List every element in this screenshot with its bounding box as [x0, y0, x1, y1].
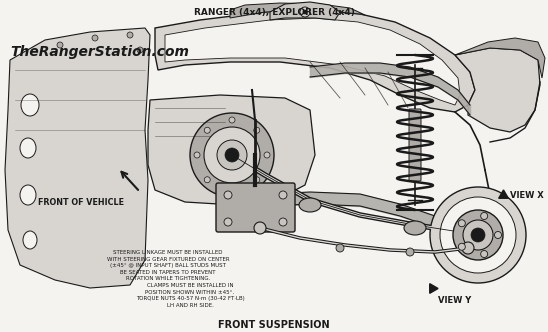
Circle shape — [254, 222, 266, 234]
Ellipse shape — [20, 185, 36, 205]
Text: STEERING LINKAGE MUST BE INSTALLED
WITH STEERING GEAR FIXTURED ON CENTER
(±45° @: STEERING LINKAGE MUST BE INSTALLED WITH … — [107, 250, 229, 282]
Circle shape — [453, 210, 503, 260]
Polygon shape — [455, 48, 540, 132]
Circle shape — [303, 10, 307, 14]
Polygon shape — [165, 18, 460, 105]
Text: TheRangerStation.com: TheRangerStation.com — [10, 45, 189, 59]
Circle shape — [217, 140, 247, 170]
Circle shape — [204, 127, 260, 183]
Polygon shape — [5, 28, 150, 288]
Circle shape — [458, 243, 465, 250]
Text: VIEW Y: VIEW Y — [438, 296, 471, 305]
Circle shape — [137, 47, 143, 53]
Text: FRONT OF VEHICLE: FRONT OF VEHICLE — [38, 198, 124, 207]
Circle shape — [224, 218, 232, 226]
Circle shape — [204, 127, 210, 133]
Circle shape — [279, 191, 287, 199]
Circle shape — [494, 231, 501, 238]
Ellipse shape — [20, 138, 36, 158]
Circle shape — [463, 220, 493, 250]
Circle shape — [229, 187, 235, 193]
Circle shape — [440, 197, 516, 273]
Text: RANGER (4x4), EXPLORER (4x4): RANGER (4x4), EXPLORER (4x4) — [193, 8, 355, 17]
FancyBboxPatch shape — [216, 183, 295, 232]
Polygon shape — [270, 2, 340, 20]
Circle shape — [481, 251, 488, 258]
Circle shape — [430, 187, 526, 283]
Text: CLAMPS MUST BE INSTALLED IN
POSITION SHOWN WITHIN ±45°.
TORQUE NUTS 40-57 N·m (3: CLAMPS MUST BE INSTALLED IN POSITION SHO… — [135, 283, 244, 308]
Ellipse shape — [299, 198, 321, 212]
Circle shape — [224, 191, 232, 199]
Polygon shape — [155, 10, 475, 112]
Ellipse shape — [23, 231, 37, 249]
Circle shape — [264, 152, 270, 158]
Circle shape — [458, 220, 465, 227]
Circle shape — [92, 35, 98, 41]
Circle shape — [481, 212, 488, 219]
Circle shape — [190, 113, 274, 197]
Circle shape — [279, 218, 287, 226]
Text: VIEW X: VIEW X — [510, 191, 544, 200]
Polygon shape — [148, 95, 315, 205]
Circle shape — [194, 152, 200, 158]
Circle shape — [225, 148, 239, 162]
Polygon shape — [455, 38, 545, 78]
Circle shape — [300, 7, 310, 17]
Circle shape — [254, 127, 260, 133]
FancyBboxPatch shape — [409, 109, 421, 181]
Circle shape — [462, 242, 474, 254]
Circle shape — [229, 117, 235, 123]
Circle shape — [127, 32, 133, 38]
Circle shape — [254, 177, 260, 183]
Polygon shape — [230, 3, 365, 18]
Ellipse shape — [404, 221, 426, 235]
Ellipse shape — [21, 94, 39, 116]
Circle shape — [204, 177, 210, 183]
Circle shape — [57, 42, 63, 48]
Circle shape — [471, 228, 485, 242]
Circle shape — [336, 244, 344, 252]
Text: FRONT SUSPENSION: FRONT SUSPENSION — [218, 320, 330, 330]
Circle shape — [406, 248, 414, 256]
